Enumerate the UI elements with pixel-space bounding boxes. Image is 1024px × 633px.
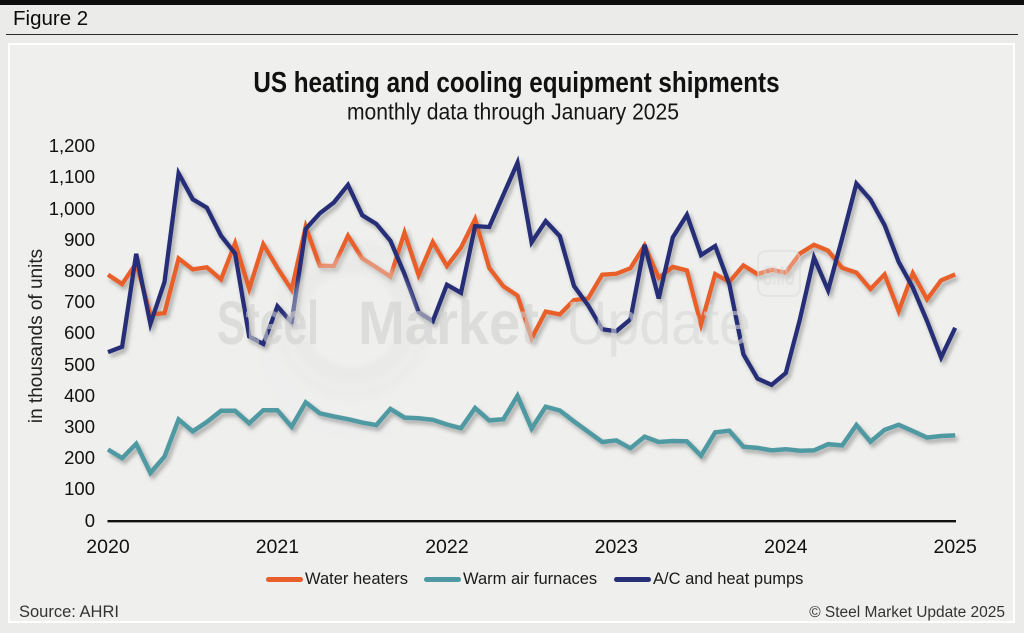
svg-text:Update: Update: [566, 288, 751, 357]
svg-text:Steel: Steel: [217, 290, 319, 358]
svg-text:SMU: SMU: [763, 260, 795, 291]
svg-text:Market: Market: [358, 290, 539, 358]
